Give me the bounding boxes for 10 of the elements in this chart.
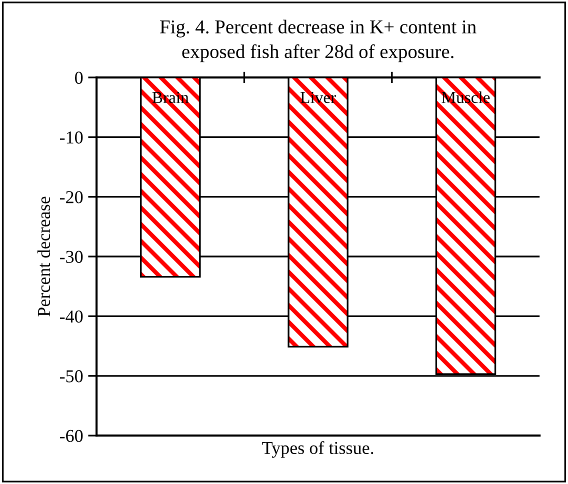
- y-tick-label: 0: [75, 72, 83, 84]
- y-tick-label: -20: [60, 191, 83, 204]
- y-tick-label: -30: [60, 250, 83, 263]
- y-tick-label: -10: [60, 131, 83, 144]
- y-axis-title: Percent decrease: [37, 196, 50, 316]
- y-tick-label: -60: [60, 430, 83, 442]
- x-axis-title: Types of tissue.: [262, 441, 374, 458]
- chart-title: Fig. 4. Percent decrease in K+ content in exposed fish after 28d of exposure.: [160, 20, 476, 62]
- y-tick-label: -50: [60, 370, 83, 382]
- y-tick-label: -40: [60, 310, 83, 323]
